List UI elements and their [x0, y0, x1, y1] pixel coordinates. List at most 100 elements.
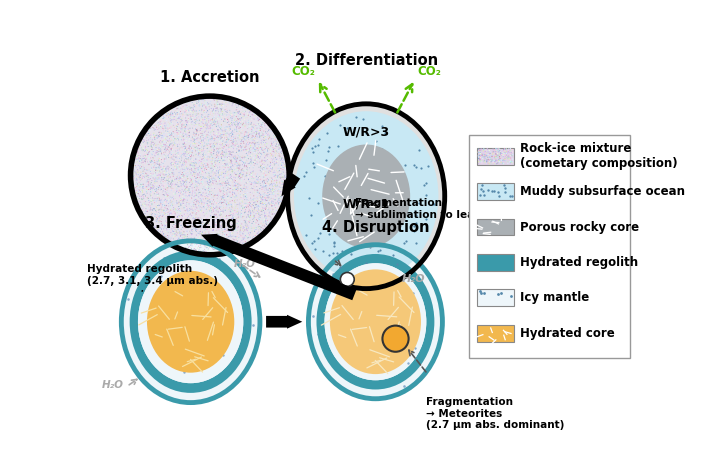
Point: [174, 233, 185, 241]
Point: [205, 203, 217, 210]
Point: [183, 98, 195, 106]
Point: [245, 135, 256, 142]
Point: [163, 123, 174, 130]
Point: [234, 103, 246, 110]
Point: [248, 137, 260, 144]
Point: [171, 164, 182, 171]
Point: [185, 183, 196, 190]
Point: [208, 148, 219, 155]
Point: [196, 143, 207, 151]
Point: [201, 192, 212, 199]
Point: [149, 152, 160, 160]
Point: [140, 207, 151, 215]
Point: [153, 164, 164, 171]
Point: [258, 222, 269, 229]
Point: [256, 165, 268, 172]
Point: [156, 167, 168, 175]
Point: [191, 209, 202, 216]
Point: [171, 185, 182, 193]
Point: [178, 136, 189, 144]
Point: [130, 153, 141, 160]
Point: [230, 180, 241, 187]
Point: [244, 147, 256, 154]
Point: [157, 133, 168, 141]
Point: [227, 169, 239, 176]
Point: [266, 177, 278, 185]
Point: [178, 237, 189, 245]
Point: [147, 145, 158, 152]
Point: [182, 112, 194, 119]
Point: [253, 132, 265, 139]
Point: [187, 223, 199, 230]
Point: [220, 241, 231, 248]
Point: [180, 153, 192, 160]
Point: [165, 109, 176, 116]
Point: [259, 141, 271, 148]
Point: [224, 223, 235, 230]
Point: [187, 213, 199, 221]
Point: [155, 173, 167, 181]
Point: [225, 240, 236, 248]
Point: [250, 232, 261, 239]
Point: [270, 152, 281, 160]
Point: [157, 142, 168, 149]
Point: [263, 204, 274, 212]
Point: [210, 180, 222, 188]
Point: [263, 167, 275, 175]
Point: [280, 169, 292, 176]
Point: [223, 148, 234, 155]
Point: [244, 160, 255, 167]
Point: [265, 165, 276, 172]
Point: [206, 143, 217, 150]
Point: [173, 114, 184, 122]
Point: [248, 154, 259, 161]
Point: [225, 182, 236, 189]
Point: [176, 175, 187, 183]
Point: [153, 218, 165, 225]
Point: [192, 196, 203, 203]
Point: [149, 139, 160, 147]
Point: [498, 156, 510, 164]
Point: [182, 107, 193, 115]
Point: [243, 208, 254, 216]
Point: [257, 130, 268, 137]
Point: [250, 128, 261, 135]
Point: [136, 169, 147, 176]
Point: [135, 181, 146, 188]
Point: [133, 168, 145, 175]
Point: [244, 164, 256, 171]
Point: [274, 155, 285, 162]
Point: [258, 148, 269, 155]
Point: [200, 97, 211, 104]
Point: [351, 363, 362, 371]
Point: [278, 156, 290, 163]
Text: Icy mantle: Icy mantle: [520, 291, 589, 304]
Point: [158, 165, 169, 172]
Point: [148, 157, 160, 164]
Point: [175, 197, 187, 204]
Point: [175, 135, 186, 142]
Point: [197, 186, 209, 193]
Point: [231, 214, 242, 222]
Point: [235, 186, 246, 194]
Point: [229, 155, 241, 163]
Point: [263, 204, 275, 211]
Point: [185, 160, 196, 167]
Point: [275, 193, 287, 200]
Point: [486, 160, 497, 167]
Point: [274, 152, 285, 159]
Point: [163, 112, 175, 119]
Point: [241, 179, 253, 187]
Point: [261, 220, 272, 228]
Point: [153, 219, 165, 226]
Point: [176, 117, 187, 124]
Point: [203, 184, 214, 192]
Point: [147, 146, 158, 153]
Point: [160, 217, 172, 225]
Point: [210, 243, 222, 251]
Point: [270, 211, 281, 218]
Point: [157, 132, 168, 139]
Point: [180, 137, 192, 145]
Point: [232, 219, 244, 227]
Point: [234, 101, 246, 108]
